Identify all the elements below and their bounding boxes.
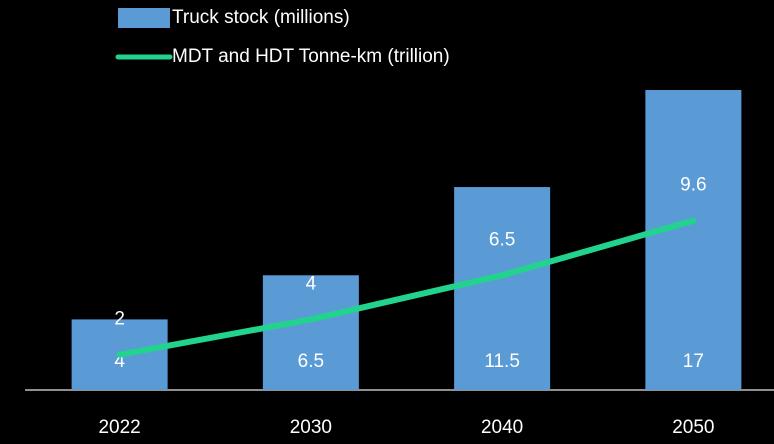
bar: [645, 90, 742, 390]
x-tick-label: 2030: [290, 417, 332, 438]
bar-value-label: 17: [683, 351, 704, 372]
line: [116, 217, 697, 358]
legend-label: MDT and HDT Tonne-km (trillion): [172, 46, 450, 67]
line-value-label: 6.5: [489, 229, 515, 250]
bar: [454, 187, 551, 390]
bar-value-label: 4: [114, 351, 125, 372]
line-value-label: 9.6: [680, 175, 706, 196]
x-tick-label: 2022: [98, 417, 140, 438]
legend-label: Truck stock (millions): [172, 7, 350, 28]
x-tick-label: 2040: [481, 417, 523, 438]
x-tick-label: 2050: [672, 417, 714, 438]
bar-value-label: 11.5: [484, 351, 520, 372]
line-value-label: 2: [114, 309, 125, 330]
legend-swatch: [118, 8, 170, 28]
bar-value-label: 6.5: [298, 351, 324, 372]
bar: [262, 275, 359, 390]
line-value-label: 4: [306, 273, 317, 294]
